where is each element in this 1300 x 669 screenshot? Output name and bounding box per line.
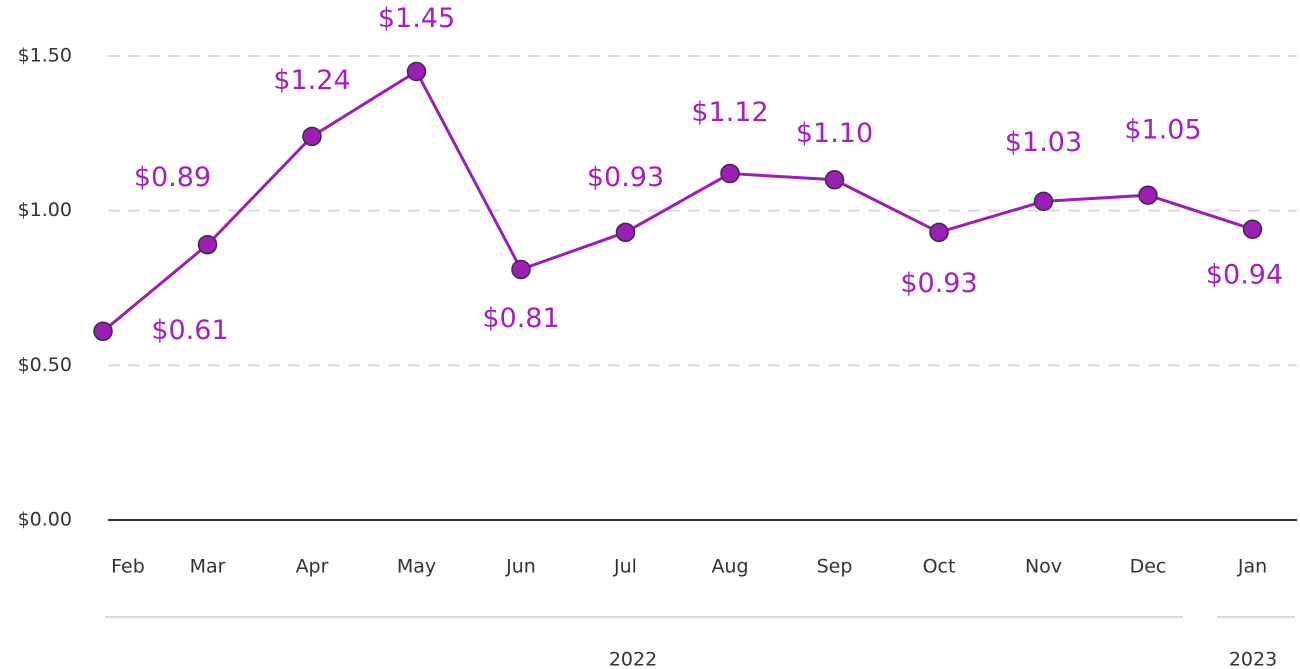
group-label: 2023 (1229, 649, 1277, 669)
value-label: $1.12 (691, 97, 768, 128)
x-tick-label: Apr (296, 556, 329, 578)
x-tick-label: Aug (711, 556, 748, 578)
x-tick-label: Jun (505, 556, 536, 578)
marker (929, 222, 949, 243)
value-label: $0.93 (900, 268, 977, 299)
value-label: $0.93 (587, 162, 664, 193)
marker (197, 234, 218, 255)
marker (511, 259, 531, 280)
x-tick-label: Feb (111, 556, 145, 578)
value-label: $1.24 (273, 65, 350, 96)
marker (1033, 191, 1054, 212)
x-tick-label: Jan (1237, 556, 1267, 578)
value-label: $0.89 (134, 162, 211, 193)
value-label: $0.94 (1206, 260, 1283, 291)
marker (302, 126, 322, 147)
x-tick-label: Mar (190, 556, 226, 578)
value-label: $0.61 (151, 315, 228, 346)
value-label: $1.03 (1005, 127, 1082, 158)
value-label: $1.45 (378, 3, 455, 34)
value-label: $1.05 (1124, 115, 1201, 146)
y-tick-label: $1.50 (18, 45, 72, 67)
x-tick-label: Dec (1130, 556, 1167, 578)
marker (615, 222, 636, 243)
marker (1138, 185, 1158, 205)
x-tick-label: Sep (817, 556, 853, 578)
marker (93, 321, 113, 342)
x-tick-label: Oct (923, 556, 956, 578)
x-tick-label: Nov (1025, 556, 1062, 578)
y-tick-label: $0.50 (18, 354, 72, 376)
group-label: 2022 (609, 649, 657, 669)
marker (824, 169, 845, 190)
line (102, 69, 1253, 333)
marker (720, 163, 740, 184)
value-label: $1.10 (796, 118, 873, 149)
y-tick-label: $1.00 (18, 199, 72, 221)
marker (406, 61, 427, 82)
x-tick-label: Jul (613, 556, 637, 578)
x-tick-label: May (397, 556, 436, 578)
value-label: $0.81 (482, 303, 559, 334)
y-tick-label: $0.00 (18, 509, 72, 531)
marker (1242, 219, 1263, 239)
